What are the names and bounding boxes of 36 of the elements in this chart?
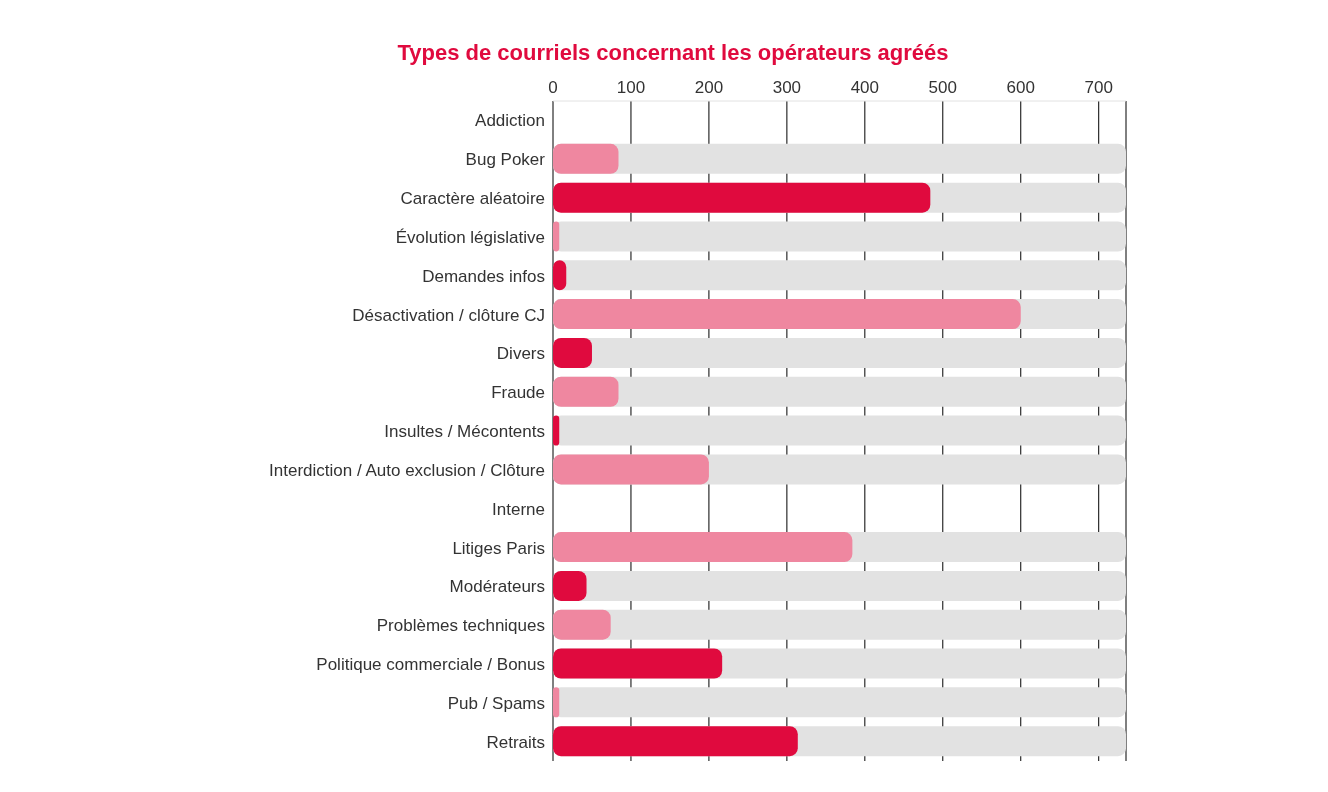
bar	[553, 221, 560, 252]
y-tick-label: Politique commerciale / Bonus	[316, 654, 545, 674]
bar	[553, 337, 592, 368]
y-tick-label: Divers	[496, 344, 545, 364]
x-tick-label: 600	[1006, 78, 1035, 97]
y-tick-label: Évolution législative	[395, 227, 545, 247]
y-tick-label: Fraude	[491, 383, 545, 403]
bar	[553, 143, 619, 174]
bar	[553, 648, 723, 679]
x-tick-label: 700	[1084, 78, 1113, 97]
x-tick-label: 400	[850, 78, 880, 97]
x-tick-label: 200	[694, 78, 724, 97]
bar	[553, 570, 587, 601]
y-tick-label: Bug Poker	[465, 150, 546, 170]
y-tick-label: Interdiction / Auto exclusion / Clôture	[269, 460, 545, 480]
bar	[553, 687, 560, 718]
y-tick-label: Problèmes techniques	[376, 616, 545, 636]
x-tick-label: 0	[548, 78, 558, 97]
y-tick-label: Désactivation / clôture CJ	[352, 305, 545, 325]
y-tick-label: Demandes infos	[422, 266, 545, 286]
bar	[553, 609, 611, 640]
x-tick-label: 500	[928, 78, 957, 97]
y-tick-label: Addiction	[475, 111, 545, 131]
y-tick-label: Litiges Paris	[452, 538, 545, 558]
y-tick-label: Caractère aléatoire	[400, 189, 545, 209]
chart-title: Types de courriels concernant les opérateurs agréés	[396, 40, 950, 66]
y-tick-label: Insultes / Mécontents	[384, 422, 545, 442]
y-tick-label: Pub / Spams	[447, 693, 545, 713]
bar	[553, 454, 709, 485]
y-tick-label: Interne	[492, 499, 545, 519]
y-tick-label: Retraits	[486, 732, 545, 752]
y-tick-label: Modérateurs	[449, 577, 545, 597]
bar	[553, 376, 619, 407]
x-tick-label: 100	[616, 78, 646, 97]
x-tick-label: 300	[772, 78, 802, 97]
bar	[553, 415, 560, 446]
